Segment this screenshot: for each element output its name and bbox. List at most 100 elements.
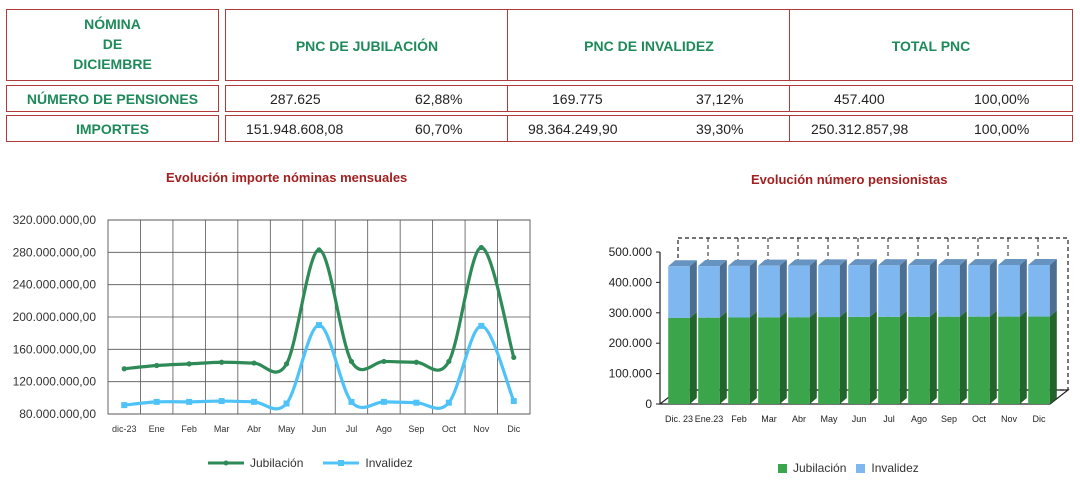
bar-side — [689, 260, 697, 318]
bar-segment — [728, 265, 750, 318]
y-tick-label: 80.000.000,00 — [19, 407, 96, 421]
bar-segment — [968, 265, 990, 317]
bar-side — [719, 311, 727, 404]
y-tick-label: 200.000 — [609, 336, 653, 350]
data-point — [186, 361, 192, 367]
y-tick-label: 280.000.000,00 — [13, 245, 97, 259]
legend-swatch-jubilacion-icon — [778, 463, 787, 473]
data-point — [510, 398, 517, 405]
table-cell: 151.948.608,08 — [246, 121, 344, 137]
bar-side — [869, 310, 877, 404]
x-tick-label: dic-23 — [112, 424, 137, 434]
y-tick-label: 0 — [645, 397, 652, 411]
y-tick-label: 100.000 — [609, 367, 653, 381]
bar-top — [668, 260, 697, 267]
x-tick-label: Dic. 23 — [665, 414, 693, 424]
x-tick-label: Nov — [473, 424, 490, 434]
bar-segment — [938, 265, 960, 317]
data-point — [348, 358, 355, 365]
bar-side — [779, 311, 787, 404]
bar-top — [788, 259, 817, 266]
table-cell: 60,70% — [415, 121, 463, 137]
bar-side — [749, 311, 757, 404]
x-tick-label: Ago — [376, 424, 392, 434]
bar-segment — [998, 316, 1020, 404]
line-chart-x-ticks: dic-23 Ene Feb Mar Abr May Jun Jul Ago Sep Oct Nov D… — [112, 424, 521, 434]
bar-chart: 0 100.000 200.000 300.000 400.000 500.000 Dic… — [609, 237, 1070, 424]
data-point — [121, 366, 127, 372]
x-tick-label: Abr — [247, 424, 261, 434]
x-tick-label: Jul — [883, 414, 895, 424]
data-point — [381, 358, 387, 365]
header-jubilacion: PNC DE JUBILACIÓN — [295, 38, 439, 54]
bar-side — [1019, 310, 1027, 404]
y-tick-label: 240.000.000,00 — [13, 278, 97, 292]
legend-swatch-invalidez-icon — [856, 463, 866, 473]
bar-top — [728, 259, 757, 266]
line-chart-y-ticks: 80.000.000,00 120.000.000,00 160.000.000,0… — [13, 213, 97, 421]
bar-chart-y-ticks: 0 100.000 200.000 300.000 400.000 500.000 — [609, 245, 653, 411]
table-cell: 457.400 — [834, 91, 885, 107]
corner-line-3: DICIEMBRE — [73, 56, 152, 72]
legend-line-invalidez-icon — [323, 460, 360, 466]
data-point — [511, 354, 517, 361]
bar-side — [839, 259, 847, 318]
y-tick-label: 300.000 — [609, 306, 653, 320]
bar-segment — [818, 265, 840, 318]
bar-segment — [878, 316, 900, 404]
bar-segment — [758, 265, 780, 318]
data-point — [316, 247, 322, 253]
header-cell-group: PNC DE JUBILACIÓN PNC DE INVALIDEZ TOTAL… — [225, 9, 1073, 81]
x-tick-label: Nov — [1001, 414, 1018, 424]
bar-top — [758, 259, 787, 266]
x-tick-label: Jun — [312, 424, 327, 434]
header-invalidez: PNC DE INVALIDEZ — [584, 38, 714, 54]
data-point — [154, 362, 160, 369]
row-label-box-pensiones: NÚMERO DE PENSIONES — [6, 85, 219, 112]
line-chart-legend: Jubilación Invalidez — [208, 456, 413, 470]
table-cell: 169.775 — [552, 91, 603, 107]
table-cell: 39,30% — [696, 121, 744, 137]
bar-top — [878, 259, 907, 266]
data-point — [218, 398, 225, 405]
bar-top — [908, 259, 937, 266]
table-cell: 100,00% — [974, 91, 1030, 107]
bar-segment — [668, 266, 690, 318]
bar-segment — [968, 316, 990, 404]
data-point — [413, 359, 419, 365]
header-total: TOTAL PNC — [891, 38, 971, 54]
data-point — [348, 398, 355, 405]
table-cell: 62,88% — [415, 91, 463, 107]
bar-segment — [938, 316, 960, 404]
y-tick-label: 400.000 — [609, 275, 653, 289]
table-cell: 250.312.857,98 — [811, 121, 909, 137]
table-cell: 287.625 — [270, 91, 321, 107]
y-tick-label: 320.000.000,00 — [13, 213, 97, 227]
table-cell: 100,00% — [974, 121, 1030, 137]
x-tick-label: Ene — [149, 424, 165, 434]
bar-top — [968, 259, 997, 266]
x-tick-label: Oct — [972, 414, 987, 424]
x-tick-label: Jun — [852, 414, 867, 424]
bar-side — [779, 259, 787, 318]
bar-segment — [668, 317, 690, 404]
data-point — [316, 322, 322, 329]
bar-segment — [848, 265, 870, 317]
row-values-pensiones: 287.625 62,88% 169.775 37,12% 457.400 10… — [225, 85, 1073, 112]
x-tick-label: Feb — [181, 424, 197, 434]
bar-side — [1019, 258, 1027, 317]
bar-chart-legend: Jubilación Invalidez — [778, 461, 919, 475]
bar-segment — [698, 266, 720, 318]
bar-side — [989, 310, 997, 404]
data-point — [445, 399, 452, 406]
bar-segment — [908, 316, 930, 404]
data-point — [121, 402, 128, 409]
bar-side — [959, 259, 967, 317]
data-point — [446, 358, 452, 365]
bar-side — [1049, 310, 1057, 404]
bar-segment — [848, 316, 870, 404]
x-tick-label: Feb — [731, 414, 747, 424]
data-point — [283, 400, 290, 407]
bar-side — [809, 259, 817, 318]
x-tick-label: Ene.23 — [695, 414, 724, 424]
